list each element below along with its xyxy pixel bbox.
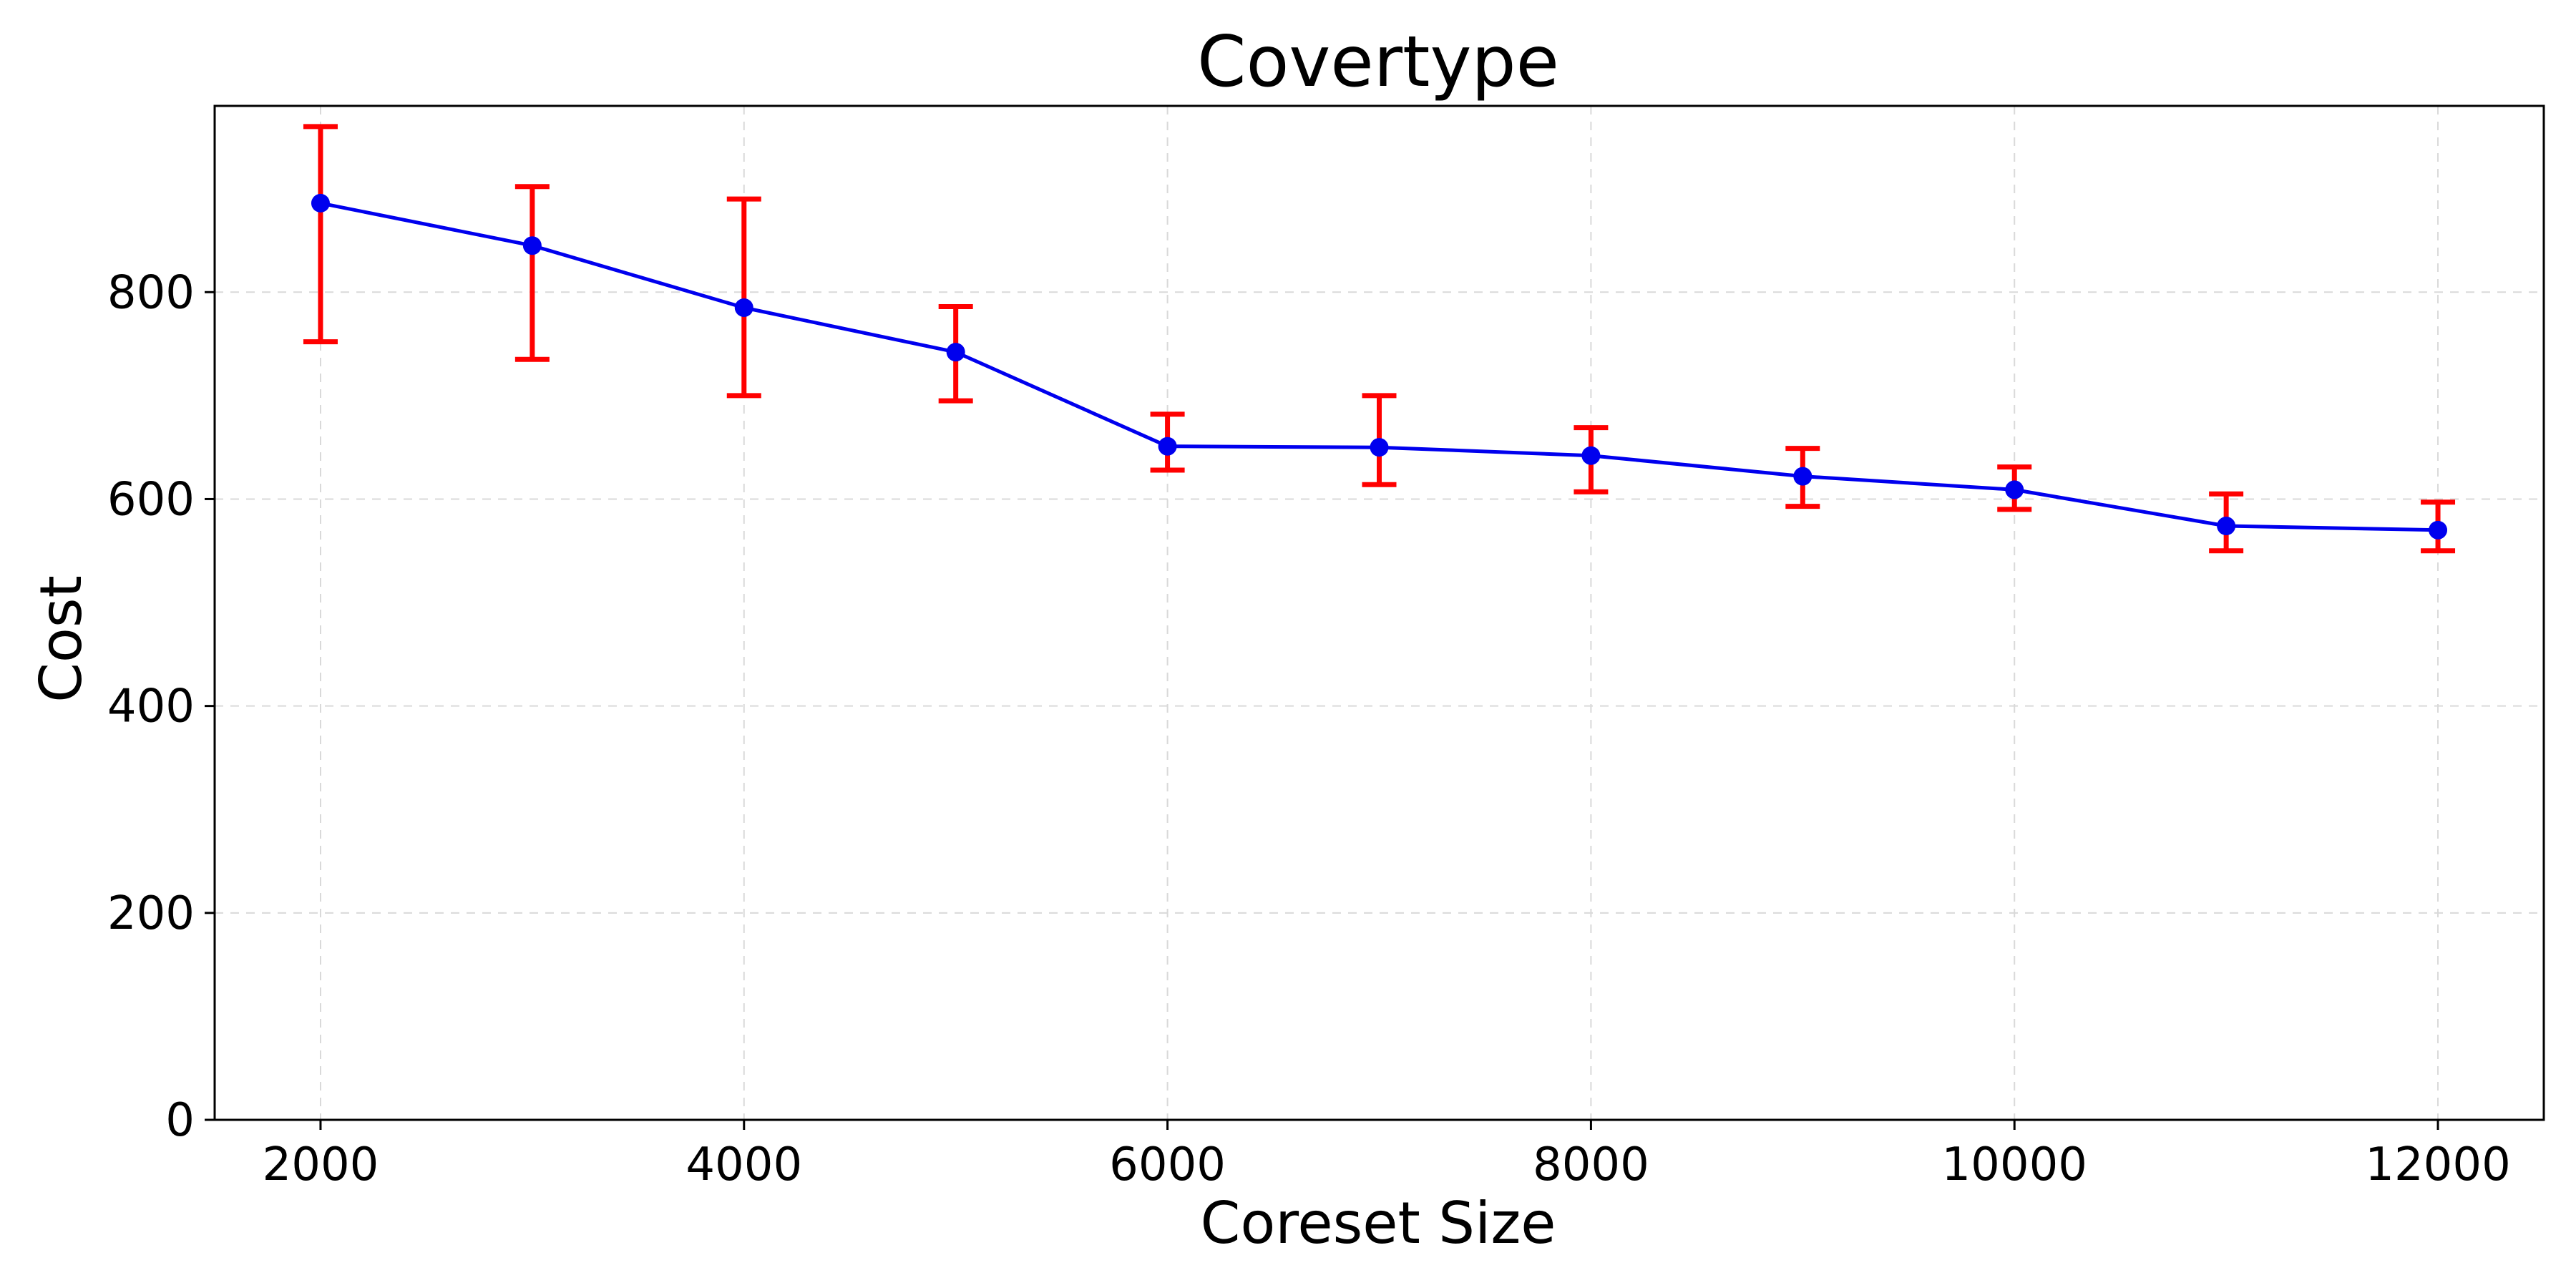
data-point [1158,436,1177,456]
y-tick-label: 0 [165,1094,195,1147]
data-point [2429,520,2448,540]
data-point [522,236,542,255]
x-tick-label: 10000 [1941,1138,2087,1191]
error-bars [303,124,2456,554]
y-tick-label: 800 [107,266,195,319]
x-axis-label: Coreset Size [1200,1190,1556,1257]
data-point [2217,517,2236,536]
data-point [1370,438,1389,457]
x-tick-label: 4000 [686,1138,802,1191]
x-tick-label: 8000 [1533,1138,1649,1191]
y-axis-label: Cost [28,575,94,703]
data-point [311,193,330,213]
y-tick-label: 600 [107,473,195,526]
data-point [1793,467,1813,486]
data-markers [311,193,2448,540]
data-point [2005,480,2024,499]
x-tick-label: 12000 [2365,1138,2511,1191]
data-point [1581,446,1601,465]
plot-frame [213,104,2545,1121]
y-tick-label: 400 [107,680,195,733]
x-tick-label: 6000 [1109,1138,1226,1191]
chart-title: Covertype [1197,21,1559,103]
x-tick-label: 2000 [263,1138,379,1191]
data-point [946,343,965,362]
y-tick-label: 200 [107,887,195,940]
axis-ticks: 2000 4000 6000 8000 10000 12000 0 200 400 600 800 [107,266,2511,1191]
data-point [734,298,753,317]
